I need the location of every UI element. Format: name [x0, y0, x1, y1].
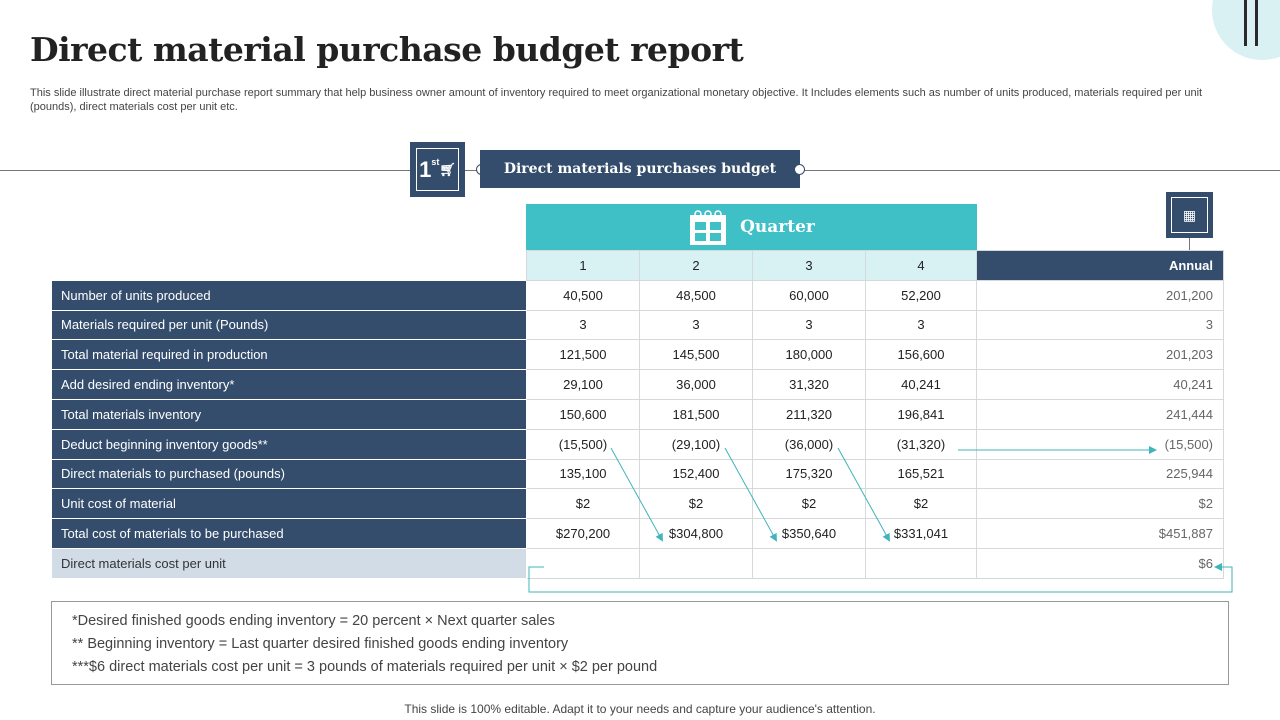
table-row: Unit cost of material $2 $2 $2 $2 $2 — [51, 488, 1224, 520]
quarter-header: Quarter — [526, 204, 977, 250]
row-label: Unit cost of material — [51, 488, 527, 520]
annual-cell: 3 — [976, 309, 1224, 341]
quarter-cell: $2 — [639, 488, 753, 520]
row-label: Total material required in production — [51, 339, 527, 371]
row-label: Add desired ending inventory* — [51, 369, 527, 400]
table-row: Add desired ending inventory* 29,100 36,00… — [51, 369, 1224, 400]
table-row: Direct materials to purchased (pounds) 13… — [51, 458, 1224, 490]
quarter-cell: $350,640 — [752, 518, 866, 549]
table-row: Deduct beginning inventory goods** (15,50… — [51, 428, 1224, 460]
annual-cell: 241,444 — [976, 398, 1224, 430]
quarter-cell: 40,241 — [865, 369, 977, 400]
quarter-cell: 36,000 — [639, 369, 753, 400]
quarter-cell: $2 — [526, 488, 640, 520]
quarter-cell: 60,000 — [752, 279, 866, 311]
quarter-cell: 181,500 — [639, 398, 753, 430]
table-row: Total materials inventory 150,600 181,500 2… — [51, 398, 1224, 430]
quarter-cell — [865, 547, 977, 579]
footer-text: This slide is 100% editable. Adapt it to… — [404, 702, 876, 716]
table-row: Total material required in production 121… — [51, 339, 1224, 371]
quarter-cell: (15,500) — [526, 428, 640, 460]
quarter-cell: (36,000) — [752, 428, 866, 460]
quarter-cell: $331,041 — [865, 518, 977, 549]
quarter-cell: $270,200 — [526, 518, 640, 549]
column-header: 3 — [752, 250, 866, 281]
row-label: Direct materials to purchased (pounds) — [51, 458, 527, 490]
annual-cell: (15,500) — [976, 428, 1224, 460]
annual-cell: 201,203 — [976, 339, 1224, 371]
row-label: Total cost of materials to be purchased — [51, 518, 527, 549]
description: This slide illustrate direct material pu… — [30, 87, 1203, 113]
connector-line — [1189, 238, 1190, 251]
annual-cell: 40,241 — [976, 369, 1224, 400]
annual-cell: 225,944 — [976, 458, 1224, 490]
quarter-cell: $2 — [865, 488, 977, 520]
table-row: Number of units produced 40,500 48,500 60,0… — [51, 279, 1224, 311]
quarter-cell: 156,600 — [865, 339, 977, 371]
annual-cell: 201,200 — [976, 279, 1224, 311]
quarter-cell: 3 — [865, 309, 977, 341]
quarter-cell: $2 — [752, 488, 866, 520]
quarter-cell: 135,100 — [526, 458, 640, 490]
quarter-cell — [526, 547, 640, 579]
decorative-bar — [1255, 0, 1258, 46]
quarter-cell: 175,320 — [752, 458, 866, 490]
quarter-cell: 121,500 — [526, 339, 640, 371]
table-row: Direct materials cost per unit $6 — [51, 547, 1224, 579]
calendar-calculator-icon: ▦ — [1166, 192, 1213, 238]
quarter-cell: 3 — [526, 309, 640, 341]
annual-cell: $6 — [976, 547, 1224, 579]
quarter-cell: (29,100) — [639, 428, 753, 460]
calendar-icon — [690, 210, 727, 245]
quarter-cell: 3 — [752, 309, 866, 341]
quarter-cell: 165,521 — [865, 458, 977, 490]
quarter-cell: 150,600 — [526, 398, 640, 430]
connector-dot — [794, 164, 805, 175]
quarter-label: Quarter — [740, 217, 815, 237]
table-row: Materials required per unit (Pounds) 3 3 3 3… — [51, 309, 1224, 341]
section-banner: Direct materials purchases budget — [480, 150, 800, 188]
quarter-cell: 3 — [639, 309, 753, 341]
quarter-cell: 48,500 — [639, 279, 753, 311]
row-label: Deduct beginning inventory goods** — [51, 428, 527, 460]
quarter-cell — [752, 547, 866, 579]
quarter-cell: 145,500 — [639, 339, 753, 371]
row-label: Direct materials cost per unit — [51, 547, 527, 579]
column-header: 4 — [865, 250, 977, 281]
quarter-cell: $304,800 — [639, 518, 753, 549]
column-header: 2 — [639, 250, 753, 281]
annual-cell: $451,887 — [976, 518, 1224, 549]
quarter-cell: 29,100 — [526, 369, 640, 400]
quarter-cell: 31,320 — [752, 369, 866, 400]
quarter-cell: 211,320 — [752, 398, 866, 430]
quarter-cell: 196,841 — [865, 398, 977, 430]
quarter-cell: 180,000 — [752, 339, 866, 371]
table-row: Total cost of materials to be purchased $… — [51, 518, 1224, 549]
column-header: 1 — [526, 250, 640, 281]
page-title: Direct material purchase budget report — [30, 30, 744, 69]
quarter-cell: 152,400 — [639, 458, 753, 490]
row-label: Number of units produced — [51, 279, 527, 311]
row-label: Materials required per unit (Pounds) — [51, 309, 527, 341]
budget-table: 1 2 3 4 Annual Number of units produced 4… — [51, 250, 1224, 579]
column-header-annual: Annual — [976, 250, 1224, 281]
annual-cell: $2 — [976, 488, 1224, 520]
quarter-cell: 40,500 — [526, 279, 640, 311]
quarter-cell: 52,200 — [865, 279, 977, 311]
footnote: ** Beginning inventory = Last quarter de… — [72, 636, 569, 652]
quarter-cell — [639, 547, 753, 579]
quarter-cell: (31,320) — [865, 428, 977, 460]
footnote: *Desired finished goods ending inventory… — [72, 613, 555, 629]
decorative-bar — [1244, 0, 1247, 46]
row-label: Total materials inventory — [51, 398, 527, 430]
footnote: ***$6 direct materials cost per unit = 3… — [72, 659, 658, 675]
footnotes: *Desired finished goods ending inventory… — [51, 601, 1229, 685]
